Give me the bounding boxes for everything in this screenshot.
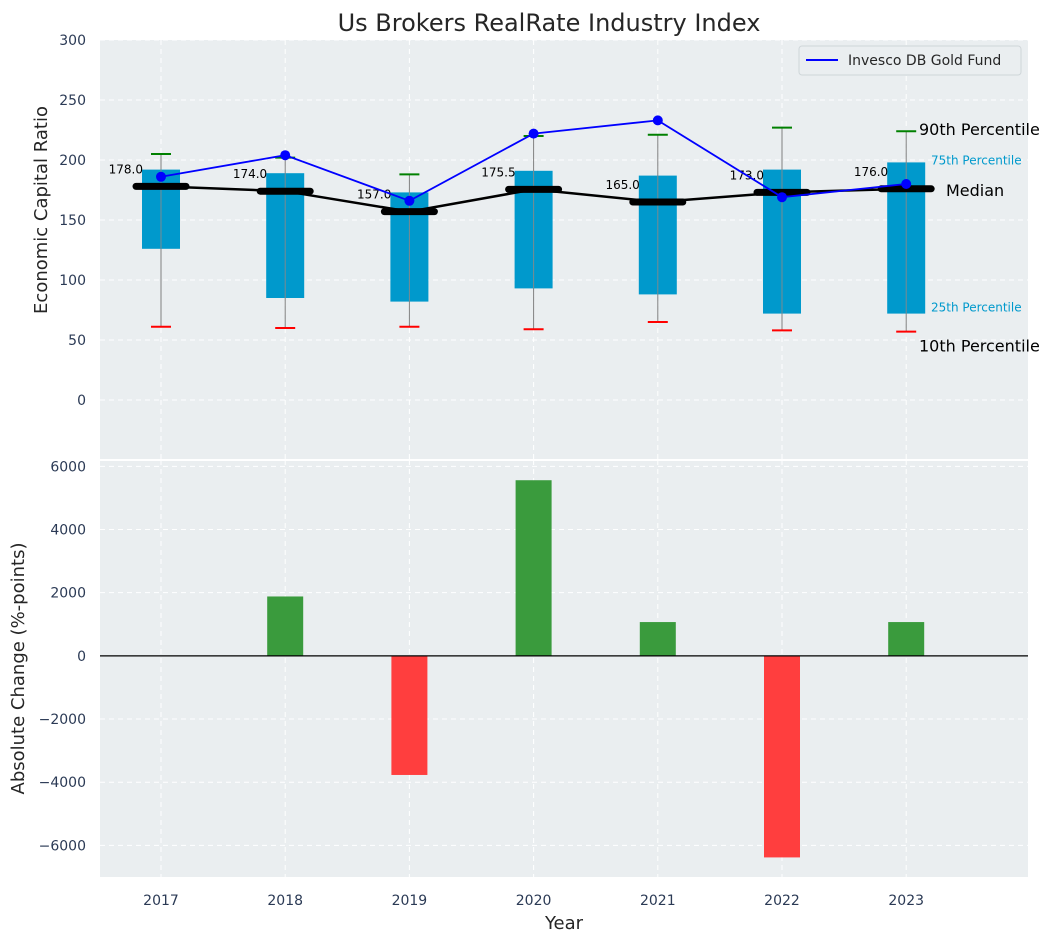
top-y-tick-label: 0 [77,393,86,409]
x-tick-label: 2018 [267,893,303,909]
positive-change-bar [639,622,676,656]
x-tick-label: 2021 [640,893,676,909]
bottom-y-tick-label: −4000 [39,775,86,791]
top-y-tick-label: 100 [59,273,86,289]
x-tick-label: 2017 [143,893,179,909]
top-y-tick-label: 50 [68,333,86,349]
fund-point [777,192,787,203]
top-y-tick-label: 300 [59,33,86,49]
fund-point [280,150,291,161]
p25-annotation: 25th Percentile [931,301,1022,315]
bottom-y-tick-label: 6000 [50,459,86,475]
bottom-y-tick-label: 4000 [50,523,86,539]
fund-point [528,128,539,139]
x-tick-label: 2020 [516,893,552,909]
bottom-y-tick-label: 0 [77,649,86,665]
p10-annotation: 10th Percentile [919,337,1040,356]
median-value-label: 157.0 [357,188,391,202]
fund-point [156,171,166,182]
legend-box [798,45,1022,76]
positive-change-bar [267,596,304,656]
bottom-plot-area [100,460,1028,877]
median-value-label: 175.5 [481,165,515,179]
median-annotation: Median [946,181,1004,200]
fund-point [652,115,663,126]
x-axis-label: Year [544,913,584,934]
top-plot-area [100,40,1028,460]
bottom-y-tick-label: 2000 [50,586,86,602]
legend-label: Invesco DB Gold Fund [848,53,1001,69]
positive-change-bar [515,480,552,656]
x-tick-label: 2023 [888,893,924,909]
top-y-tick-label: 200 [59,153,86,169]
median-value-label: 165.0 [605,178,639,192]
p90-annotation: 90th Percentile [919,120,1040,139]
top-y-tick-label: 250 [59,93,86,109]
bottom-y-tick-label: −6000 [39,838,86,854]
top-y-tick-label: 150 [59,213,86,229]
x-tick-label: 2022 [764,893,800,909]
x-tick-label: 2019 [392,893,428,909]
median-value-label: 176.0 [854,165,888,179]
negative-change-bar [391,655,428,775]
fund-point [404,195,415,206]
fund-point [901,179,912,189]
negative-change-bar [764,655,800,858]
median-value-label: 174.0 [233,167,267,181]
positive-change-bar [888,622,925,656]
p75-annotation: 75th Percentile [931,153,1022,167]
median-value-label: 178.0 [109,162,143,176]
top-y-axis-label: Economic Capital Ratio [31,106,52,314]
bottom-y-axis-label: Absolute Change (%-points) [8,543,29,795]
chart-title: Us Brokers RealRate Industry Index [338,9,761,37]
bottom-y-tick-label: −2000 [39,712,86,728]
